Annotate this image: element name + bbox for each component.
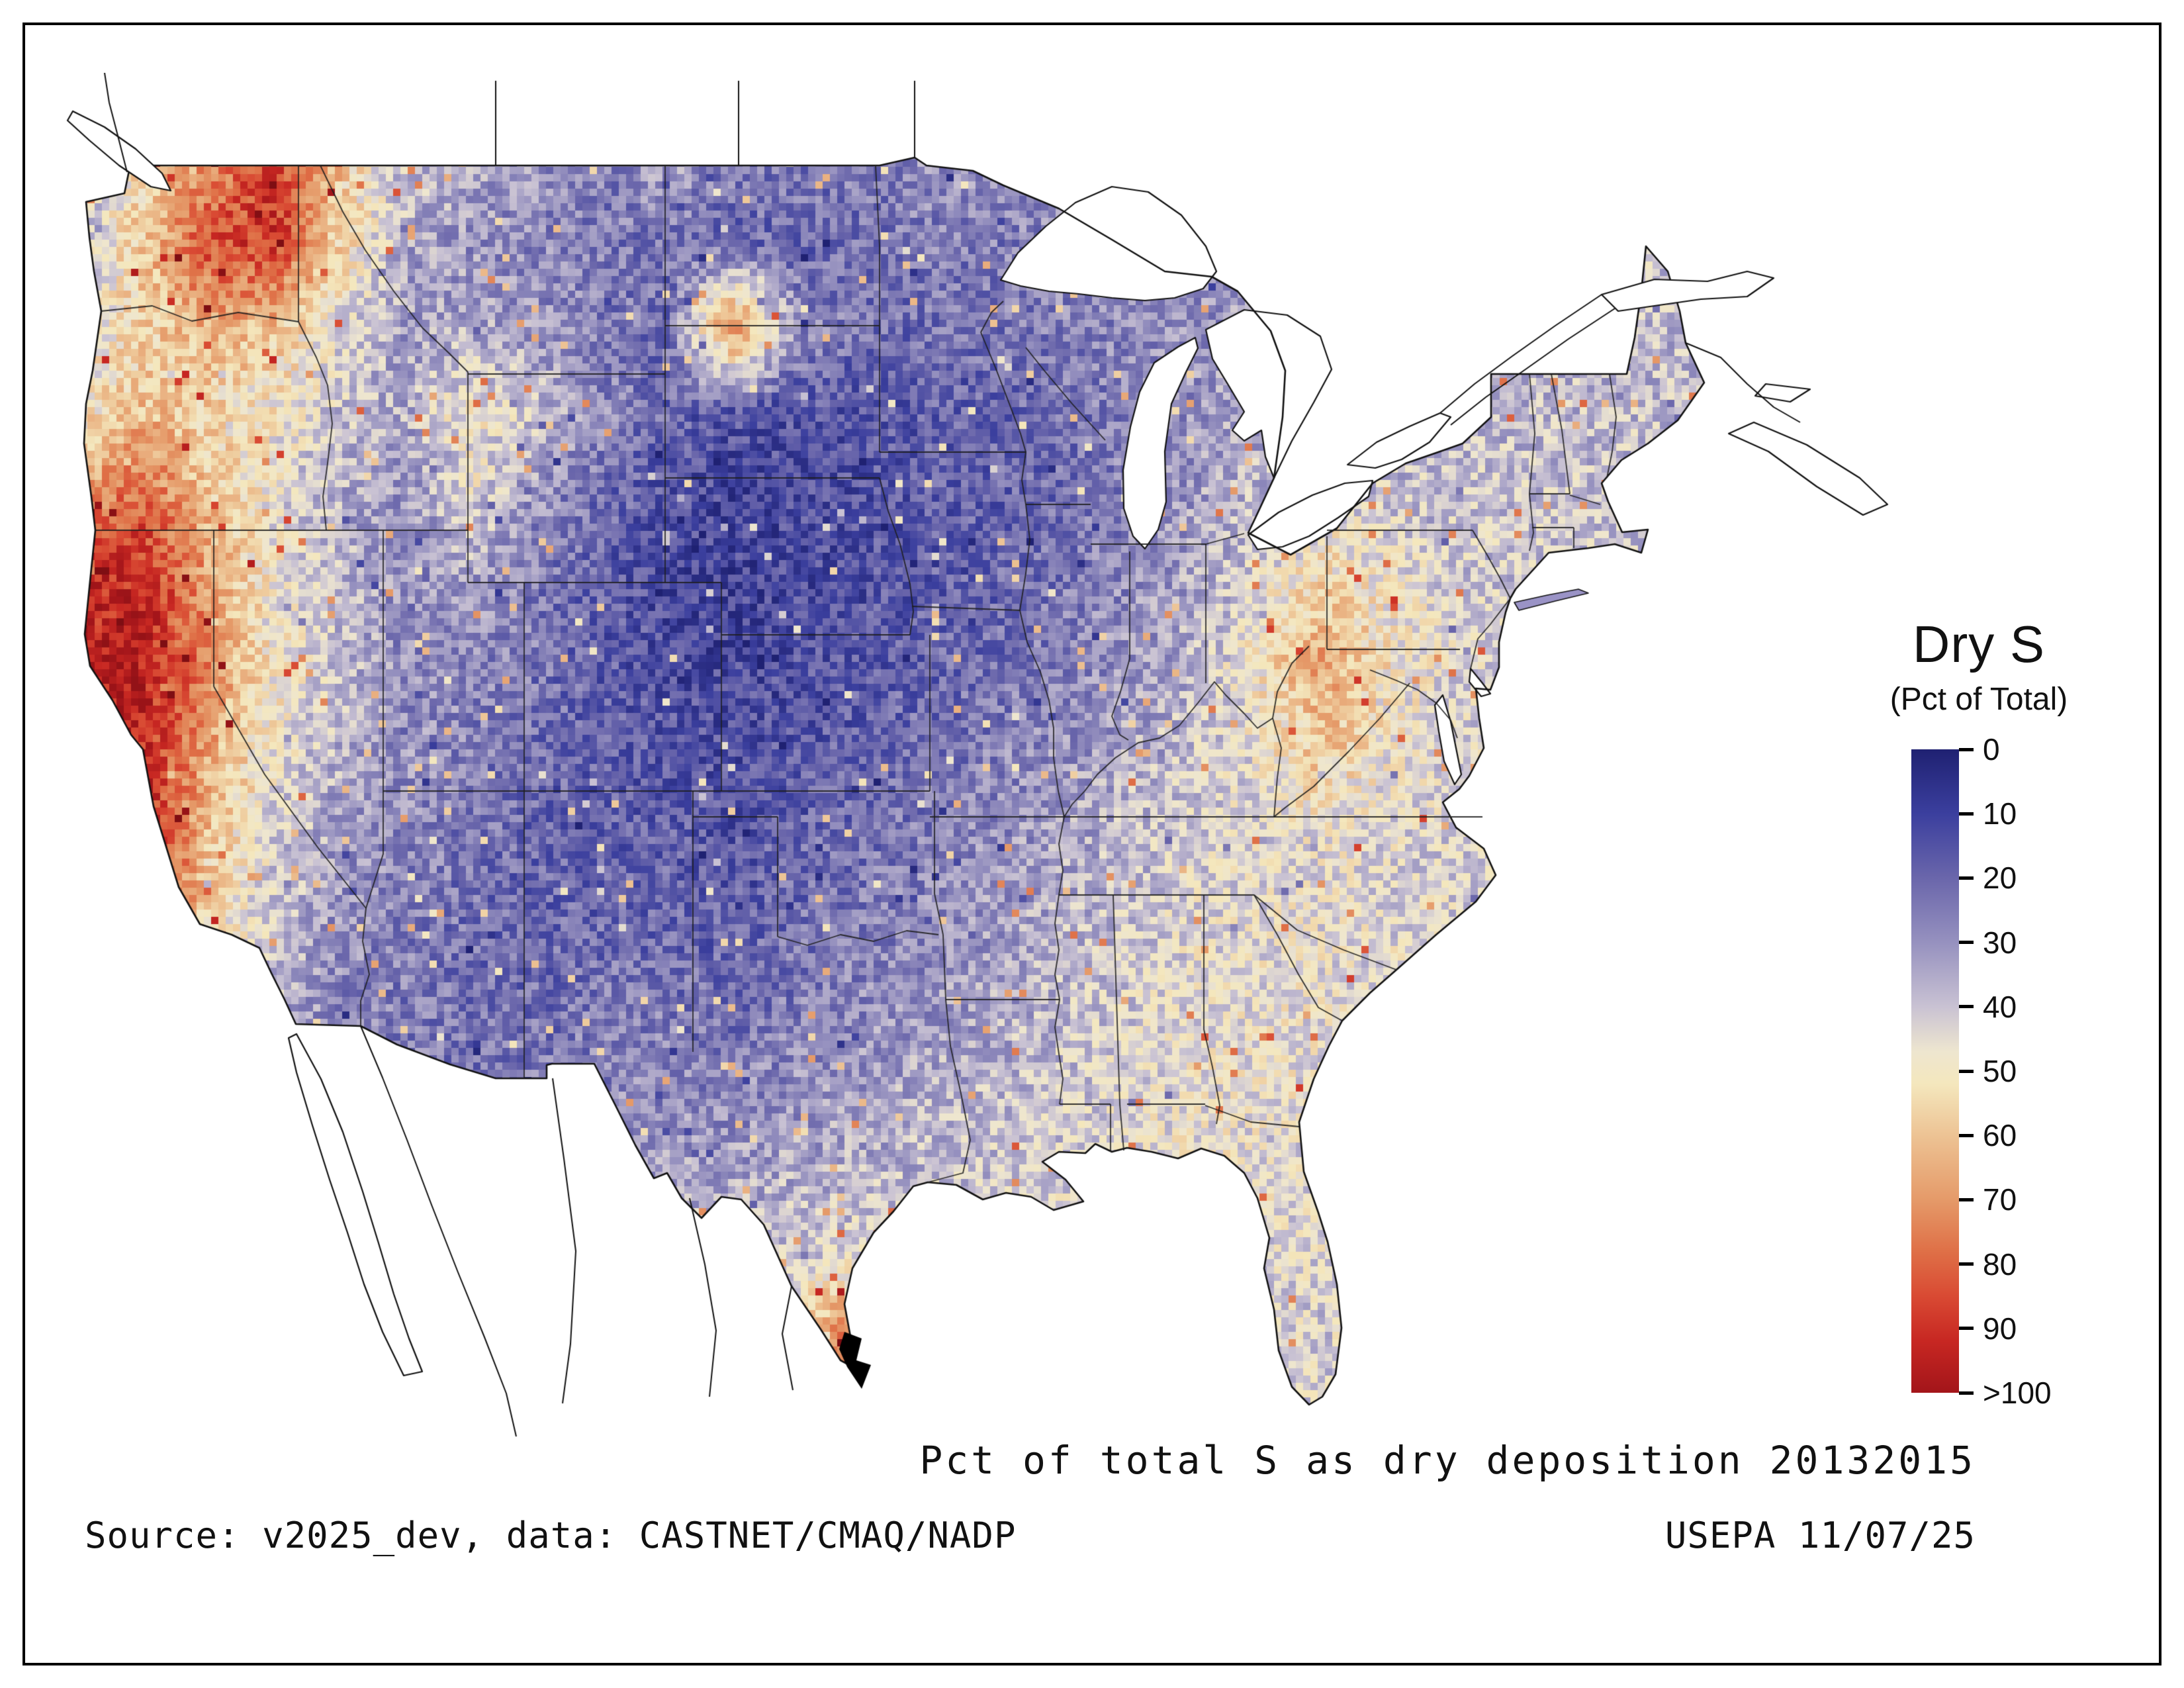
colorbar-tick-label: 70 [1983,1182,2017,1217]
colorbar-tick: 20 [1959,860,2017,896]
colorbar-tick: 40 [1959,989,2017,1025]
colorbar-tick-label: 20 [1983,861,2017,896]
colorbar-tick-label: 60 [1983,1118,2017,1153]
outer-border-frame [23,23,2161,1665]
colorbar-tick: 50 [1959,1053,2017,1089]
colorbar-tick-mark [1959,747,1974,751]
colorbar-tick: 80 [1959,1246,2017,1282]
agency-date-text: USEPA 11/07/25 [1664,1515,1976,1556]
colorbar-tick-label: 90 [1983,1311,2017,1346]
colorbar-tick-mark [1959,1069,1974,1073]
colorbar-tick: 0 [1959,731,2000,767]
source-text: Source: v2025_dev, data: CASTNET/CMAQ/NA… [85,1515,1017,1556]
colorbar-tick: 30 [1959,925,2017,961]
colorbar-tick-mark [1959,876,1974,880]
colorbar-wrap: 0 10 20 30 40 50 60 70 80 90 >100 [1911,732,2052,1410]
colorbar-tick: 60 [1959,1117,2017,1153]
colorbar-tick-mark [1959,941,1974,945]
colorbar-tick-label: 40 [1983,989,2017,1024]
colorbar-tick-mark [1959,1262,1974,1266]
legend-subtitle: (Pct of Total) [1889,682,2068,717]
us-dry-sulfur-deposition-map [53,73,2138,1496]
colorbar-tick-label: >100 [1983,1376,2052,1410]
colorbar-tick-mark [1959,1391,1974,1395]
colorbar-tick: 90 [1959,1311,2017,1346]
legend-title: Dry S [1913,615,2045,673]
colorbar-tick-label: 30 [1983,925,2017,960]
colorbar-tick: 10 [1959,796,2017,831]
colorbar-tick-mark [1959,1327,1974,1331]
colorbar-tick-label: 50 [1983,1054,2017,1088]
colorbar-tick-label: 80 [1983,1246,2017,1282]
colorbar-tick-mark [1959,1197,1974,1201]
legend: Dry S (Pct of Total) 0 10 20 30 40 50 60 70 80 90… [1853,614,2105,1410]
colorbar-tick: >100 [1959,1375,2052,1411]
colorbar-tick-label: 10 [1983,796,2017,831]
map-caption: Pct of total S as dry deposition 2013201… [919,1438,1976,1483]
colorbar [1911,749,1959,1393]
colorbar-tick-label: 0 [1983,732,2000,767]
colorbar-tick: 70 [1959,1182,2017,1217]
colorbar-tick-mark [1959,812,1974,816]
colorbar-tick-mark [1959,1005,1974,1009]
colorbar-tick-mark [1959,1133,1974,1137]
